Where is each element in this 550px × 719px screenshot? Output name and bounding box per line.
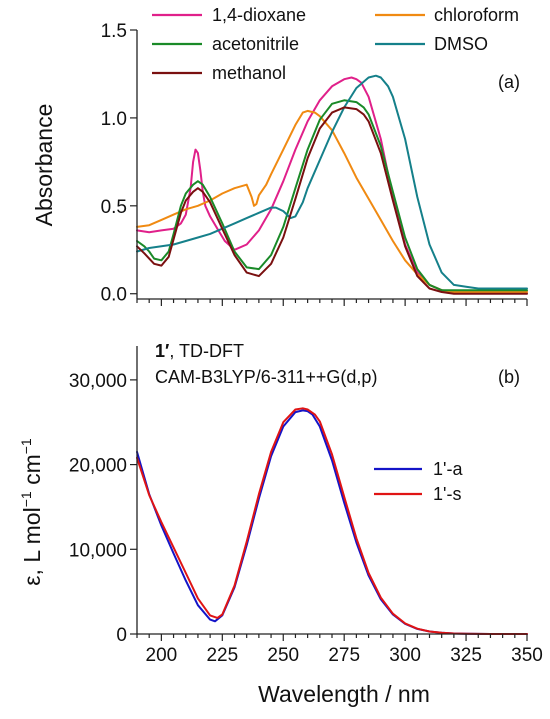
panel-b-ylabel-unit: cm <box>19 454 45 491</box>
panel-b-xlabel: Wavelength / nm <box>258 681 430 707</box>
legend-label-1s: 1'-s <box>433 484 461 504</box>
panel-b-xtick-label: 300 <box>389 645 421 666</box>
panel-a-plot: 0.0 0.5 1.0 1.5 <box>101 21 528 306</box>
panel-a-label: (a) <box>498 72 520 92</box>
panel-b-title-method: , TD-DFT <box>169 341 244 361</box>
panel-b-ytick-label: 10,000 <box>69 540 127 561</box>
panel-b-ytick-label: 20,000 <box>69 456 127 477</box>
series-line-b-0 <box>136 409 528 635</box>
panel-b-plot: 0 10,000 20,000 30,000 200 225 250 275 300 325 350 <box>69 346 543 666</box>
panel-a-ytick-label: 1.0 <box>101 109 127 130</box>
panel-b-ytick-label: 30,000 <box>69 371 127 392</box>
panel-b-ylabel-exp1: −1 <box>18 491 34 507</box>
series-line-a-2 <box>136 99 528 292</box>
panel-a-legend: 1,4-dioxane chloroform acetonitrile DMSO… <box>152 5 519 83</box>
legend-label-chloroform: chloroform <box>434 5 519 25</box>
panel-b-xtick-label: 250 <box>267 645 299 666</box>
panel-b-ylabel-exp2: −1 <box>18 438 34 454</box>
panel-b-title-compound: 1′ <box>155 341 169 361</box>
legend-label-dmso: DMSO <box>434 34 488 54</box>
panel-b-xtick-label: 350 <box>511 645 543 666</box>
panel-b-xtick-label: 275 <box>328 645 360 666</box>
panel-b-ytick-label: 0 <box>116 625 127 646</box>
panel-b-legend: 1'-a 1'-s <box>374 459 463 504</box>
panel-a-ytick-label: 0.0 <box>101 285 127 306</box>
legend-label-1a: 1'-a <box>433 459 463 479</box>
series-line-a-4 <box>136 106 528 295</box>
panel-b-xtick-label: 225 <box>206 645 238 666</box>
panel-b-title: 1′, TD-DFT <box>155 341 244 361</box>
panel-a-ylabel: Absorbance <box>31 104 57 227</box>
panel-a: Absorbance (a) 1,4-dioxane chloroform ac… <box>31 5 520 226</box>
series-line-a-0 <box>136 76 528 293</box>
legend-label-dioxane: 1,4-dioxane <box>212 5 306 25</box>
series-line-b-1 <box>136 407 528 635</box>
series-line-a-1 <box>136 109 528 293</box>
series-line-a-3 <box>136 74 528 290</box>
panel-a-ytick-label: 1.5 <box>101 21 127 42</box>
panel-b-ylabel-main: ε, L mol <box>19 507 45 585</box>
panel-b: 1′, TD-DFT CAM-B3LYP/6-311++G(d,p) (b) ε… <box>18 341 520 707</box>
panel-b-xtick-label: 200 <box>146 645 178 666</box>
legend-label-methanol: methanol <box>212 63 286 83</box>
panel-b-ylabel: ε, L mol−1 cm−1 <box>18 438 45 586</box>
panel-a-ytick-label: 0.5 <box>101 197 127 218</box>
legend-label-acetonitrile: acetonitrile <box>212 34 299 54</box>
panel-b-label: (b) <box>498 367 520 387</box>
panel-b-xtick-label: 325 <box>450 645 482 666</box>
panel-b-subtitle: CAM-B3LYP/6-311++G(d,p) <box>155 367 377 387</box>
